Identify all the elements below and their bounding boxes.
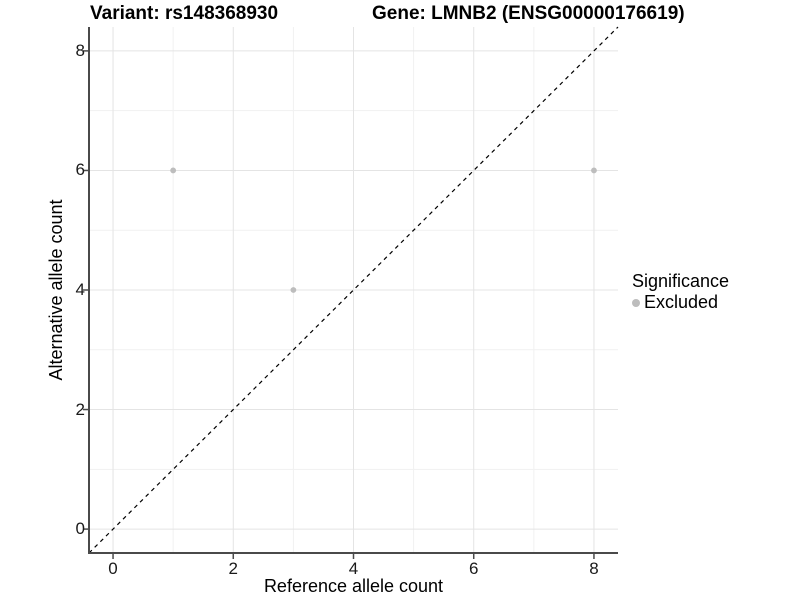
scatter-point <box>290 287 297 293</box>
y-tick-label: 8 <box>75 40 85 60</box>
plot-title-variant: Variant: rs148368930 <box>90 3 279 24</box>
scatter-point <box>591 167 597 174</box>
y-axis-title: Alternative allele count <box>46 199 66 381</box>
y-tick-label: 6 <box>75 160 85 180</box>
legend-item-label: Excluded <box>644 292 719 312</box>
plot-title-gene: Gene: LMNB2 (ENSG00000176619) <box>372 3 685 24</box>
y-tick-label: 2 <box>75 399 85 419</box>
x-tick-label: 2 <box>228 559 238 578</box>
x-axis-title: Reference allele count <box>263 576 444 596</box>
gridlines-major <box>89 27 618 553</box>
axis-tick-marks <box>83 50 595 559</box>
scatter-point <box>170 167 177 174</box>
data-points <box>170 167 597 293</box>
y-tick-label: 0 <box>75 519 85 539</box>
x-tick-label: 8 <box>589 559 599 578</box>
legend-key-dot-icon <box>632 298 640 307</box>
axis-lines <box>88 27 618 554</box>
legend: Significance Excluded <box>632 271 729 312</box>
y-tick-label: 4 <box>75 280 85 299</box>
x-tick-label: 4 <box>348 559 359 578</box>
x-tick-label: 0 <box>108 559 118 578</box>
x-tick-label: 6 <box>468 559 479 578</box>
legend-item-excluded: Excluded <box>632 293 729 312</box>
legend-title: Significance <box>632 271 730 291</box>
